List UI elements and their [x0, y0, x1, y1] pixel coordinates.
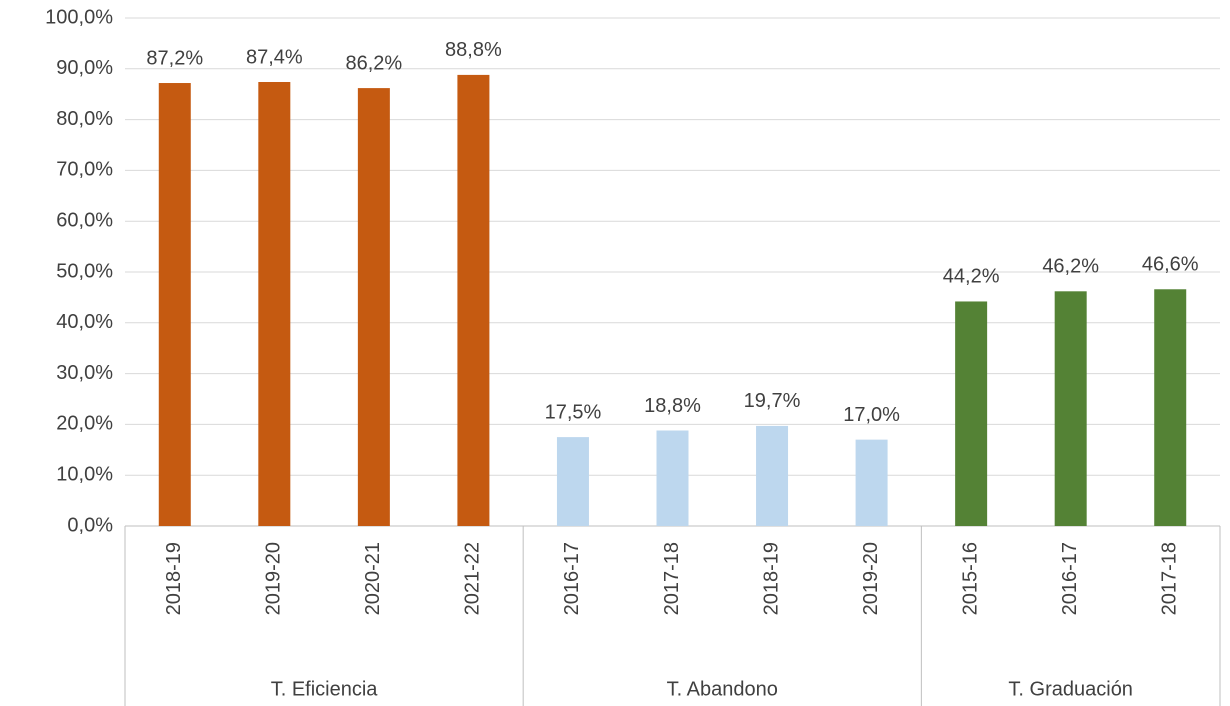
bar: [258, 82, 291, 527]
value-label: 19,7%: [744, 390, 801, 412]
x-tick-label: 2019-20: [860, 542, 882, 615]
x-tick-label: 2019-20: [263, 542, 285, 615]
value-label: 86,2%: [346, 52, 403, 74]
x-tick-label: 2018-19: [760, 542, 782, 615]
y-tick-label: 70,0%: [56, 159, 113, 181]
bar: [457, 74, 490, 527]
value-label: 17,0%: [843, 404, 900, 426]
group-label: T. Eficiencia: [271, 678, 379, 700]
value-label: 44,2%: [943, 266, 1000, 288]
x-tick-label: 2017-18: [1159, 542, 1181, 615]
group-label: T. Graduación: [1008, 678, 1133, 700]
x-tick-label: 2021-22: [462, 542, 484, 615]
value-label: 18,8%: [644, 395, 701, 417]
bar: [556, 437, 589, 526]
y-tick-label: 90,0%: [56, 57, 113, 79]
y-tick-label: 30,0%: [56, 362, 113, 384]
bar: [855, 439, 888, 526]
y-tick-label: 0,0%: [67, 514, 113, 536]
x-tick-label: 2015-16: [959, 542, 981, 615]
group-label: T. Abandono: [667, 678, 778, 700]
x-tick-label: 2018-19: [163, 542, 185, 615]
y-tick-label: 40,0%: [56, 311, 113, 333]
y-tick-label: 20,0%: [56, 413, 113, 435]
value-label: 46,2%: [1042, 256, 1099, 278]
y-tick-label: 10,0%: [56, 463, 113, 485]
bar: [1054, 291, 1087, 526]
y-tick-label: 60,0%: [56, 209, 113, 231]
bar: [357, 88, 390, 526]
bar: [955, 301, 988, 526]
value-label: 17,5%: [545, 401, 602, 423]
bar: [158, 83, 191, 527]
x-tick-label: 2016-17: [1059, 542, 1081, 615]
x-tick-label: 2020-21: [362, 542, 384, 615]
value-label: 46,6%: [1142, 254, 1199, 276]
x-tick-label: 2016-17: [561, 542, 583, 615]
y-tick-label: 50,0%: [56, 260, 113, 282]
y-tick-label: 100,0%: [45, 6, 113, 28]
x-tick-label: 2017-18: [661, 542, 683, 615]
value-label: 88,8%: [445, 39, 502, 61]
value-label: 87,4%: [246, 46, 303, 68]
bar: [656, 430, 689, 526]
bar: [756, 425, 789, 526]
value-label: 87,2%: [146, 47, 203, 69]
bar: [1154, 289, 1187, 526]
y-tick-label: 80,0%: [56, 108, 113, 130]
